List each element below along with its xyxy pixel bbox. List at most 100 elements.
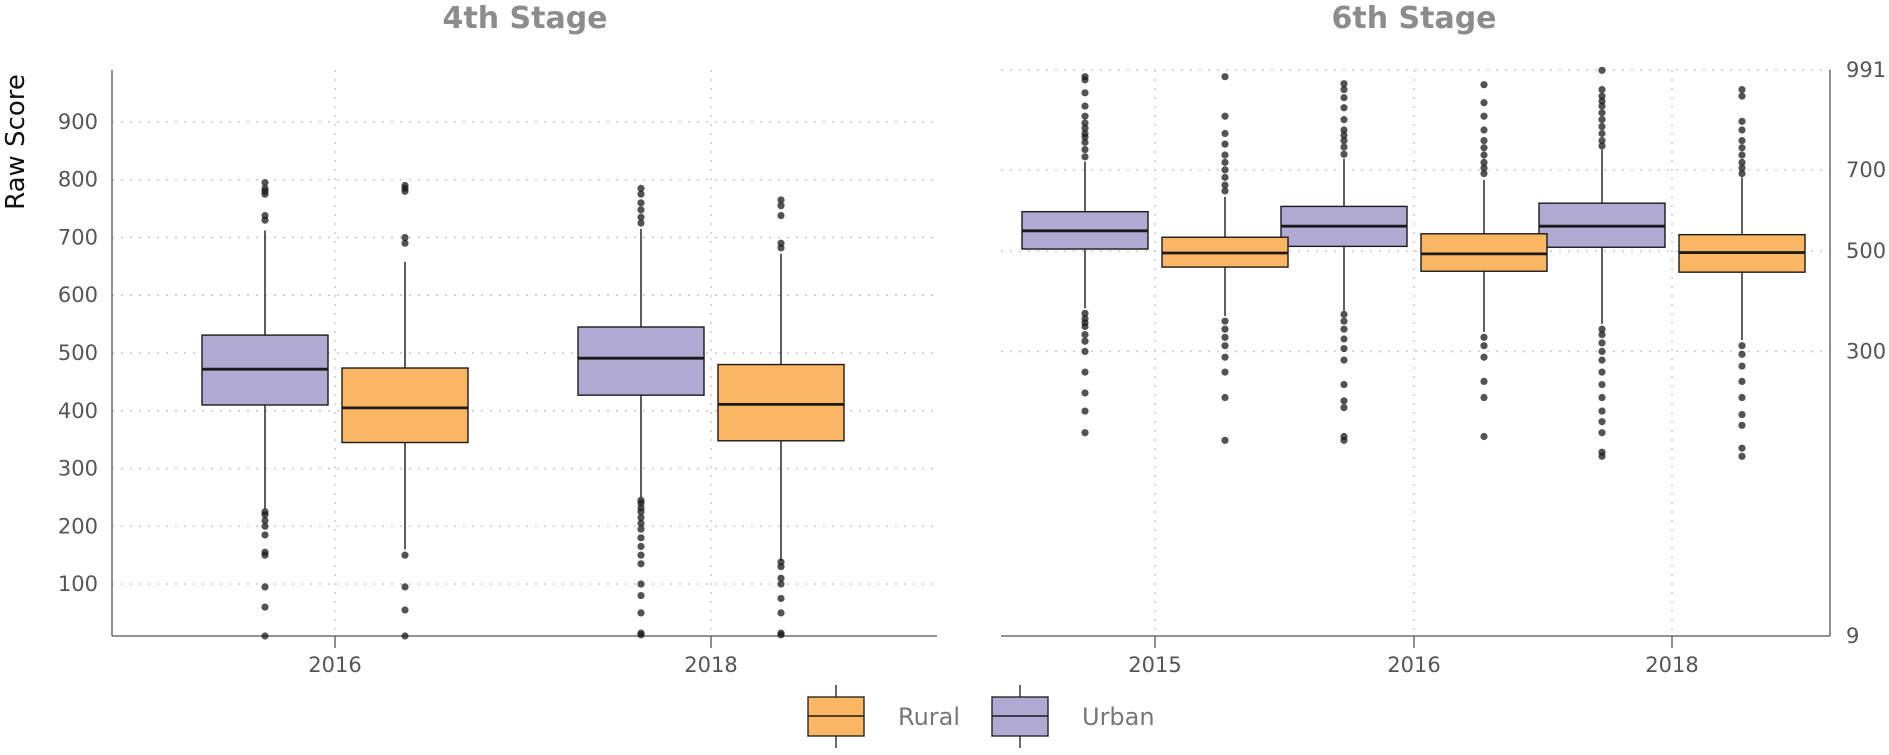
outlier-point bbox=[1340, 380, 1348, 389]
outlier-point bbox=[1480, 432, 1488, 441]
outlier-point bbox=[1340, 131, 1348, 139]
outlier-point bbox=[1340, 310, 1348, 318]
outlier-point bbox=[1738, 410, 1746, 419]
outlier-point bbox=[1738, 85, 1746, 94]
outlier-point bbox=[1081, 309, 1089, 317]
outlier-point bbox=[1081, 368, 1089, 376]
outlier-point bbox=[637, 213, 645, 221]
outlier-point bbox=[1598, 393, 1606, 402]
outlier-point bbox=[1738, 144, 1746, 152]
box-urban-2015 bbox=[1021, 73, 1149, 437]
outlier-point bbox=[1738, 117, 1746, 125]
y-tick-label: 400 bbox=[58, 399, 98, 423]
y-tick-label: 800 bbox=[58, 168, 98, 192]
outlier-point bbox=[777, 196, 785, 204]
outlier-point bbox=[1598, 129, 1606, 138]
box-urban-2018 bbox=[577, 184, 705, 639]
outlier-point bbox=[1340, 432, 1348, 441]
outlier-point bbox=[1340, 397, 1348, 405]
box-rural-2016 bbox=[1420, 81, 1548, 441]
outlier-point bbox=[1598, 92, 1606, 100]
outlier-point bbox=[1081, 89, 1089, 97]
outlier-point bbox=[1221, 181, 1229, 189]
outlier-point bbox=[261, 211, 269, 220]
outlier-point bbox=[1081, 407, 1089, 415]
outlier-point bbox=[1738, 164, 1746, 172]
box-urban-2016 bbox=[201, 179, 329, 640]
outlier-point bbox=[261, 603, 269, 611]
outlier-point bbox=[261, 548, 269, 556]
outlier-point bbox=[261, 508, 269, 516]
outlier-point bbox=[1081, 138, 1089, 146]
outlier-point bbox=[261, 632, 269, 640]
outlier-point bbox=[777, 211, 785, 220]
outlier-point bbox=[261, 184, 269, 192]
panel-4th-stage: 4th Stage Raw Score 100 200 300 400 500 600 70… bbox=[1, 1, 937, 677]
y-tick-label: 9 bbox=[1846, 624, 1859, 648]
y-tick-label: 900 bbox=[58, 110, 98, 134]
outlier-point bbox=[1221, 436, 1229, 444]
outlier-point bbox=[637, 190, 645, 198]
outlier-point bbox=[1221, 317, 1229, 325]
outlier-point bbox=[1081, 119, 1089, 127]
box-iqr bbox=[577, 326, 705, 396]
y-tick-label: 500 bbox=[1846, 239, 1886, 263]
y-axis-label: Raw Score bbox=[1, 74, 31, 210]
outlier-point bbox=[1480, 393, 1488, 402]
outlier-point bbox=[261, 522, 269, 530]
outlier-point bbox=[1598, 418, 1606, 426]
outlier-point bbox=[401, 583, 409, 591]
outlier-point bbox=[401, 181, 409, 190]
x-tick-label: 2016 bbox=[308, 653, 361, 677]
outlier-point bbox=[1598, 102, 1606, 110]
outlier-point bbox=[1598, 380, 1606, 389]
outlier-point bbox=[1738, 126, 1746, 134]
box-rural-2018 bbox=[717, 196, 845, 639]
outlier-point bbox=[1221, 73, 1229, 81]
outlier-point bbox=[1738, 350, 1746, 358]
outlier-point bbox=[261, 583, 269, 591]
outlier-point bbox=[1598, 109, 1606, 117]
outlier-point bbox=[637, 219, 645, 227]
outlier-point bbox=[1221, 342, 1229, 350]
outlier-point bbox=[1480, 112, 1488, 120]
outlier-point bbox=[637, 629, 645, 637]
outlier-point bbox=[1598, 97, 1606, 105]
box-rural-2015 bbox=[1161, 73, 1289, 444]
y-tick-label: 300 bbox=[1846, 339, 1886, 363]
outlier-point bbox=[1340, 317, 1348, 325]
outlier-point bbox=[1081, 347, 1089, 356]
outlier-point bbox=[1598, 407, 1606, 415]
box-urban-2016 bbox=[1280, 80, 1408, 444]
outlier-point bbox=[1598, 66, 1606, 74]
legend-key-rural bbox=[807, 685, 865, 748]
outlier-point bbox=[1598, 85, 1606, 94]
outlier-point bbox=[1480, 151, 1488, 159]
outlier-point bbox=[1738, 421, 1746, 429]
outlier-point bbox=[1340, 335, 1348, 343]
outlier-point bbox=[637, 542, 645, 551]
panel-title: 6th Stage bbox=[1331, 1, 1496, 36]
outlier-point bbox=[1340, 344, 1348, 353]
outlier-point bbox=[637, 199, 645, 207]
outlier-point bbox=[1340, 143, 1348, 151]
outlier-point bbox=[1340, 116, 1348, 124]
box-rural-2016 bbox=[341, 181, 469, 640]
outlier-point bbox=[637, 184, 645, 192]
y-tick-label: 500 bbox=[58, 341, 98, 365]
outlier-point bbox=[777, 574, 785, 582]
outlier-point bbox=[777, 239, 785, 247]
outlier-point bbox=[777, 609, 785, 617]
outlier-point bbox=[401, 239, 409, 247]
outlier-point bbox=[637, 609, 645, 617]
outlier-point bbox=[637, 514, 645, 522]
outlier-point bbox=[1081, 129, 1089, 138]
outlier-point bbox=[1340, 104, 1348, 112]
box-rural-2018 bbox=[1678, 85, 1806, 460]
outlier-point bbox=[1081, 331, 1089, 339]
outlier-point bbox=[1738, 362, 1746, 370]
legend-key-urban bbox=[991, 685, 1049, 748]
outlier-point bbox=[1480, 377, 1488, 385]
outlier-point bbox=[1480, 99, 1488, 107]
outlier-point bbox=[1738, 169, 1746, 178]
